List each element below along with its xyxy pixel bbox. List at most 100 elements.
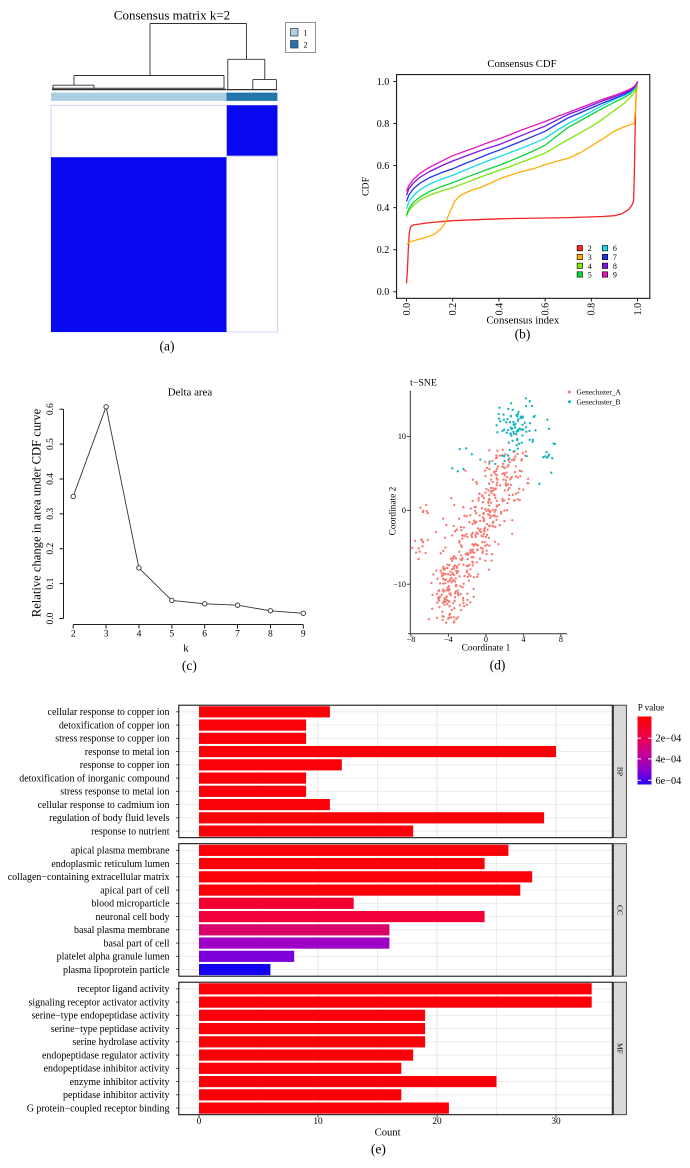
svg-text:MF: MF bbox=[615, 1043, 624, 1054]
svg-text:Genecluster_A: Genecluster_A bbox=[577, 388, 622, 397]
svg-text:platelet alpha granule lumen: platelet alpha granule lumen bbox=[57, 952, 170, 963]
svg-text:8: 8 bbox=[268, 629, 273, 639]
svg-text:cellular response to cadmium i: cellular response to cadmium ion bbox=[38, 800, 170, 811]
svg-text:7: 7 bbox=[613, 253, 617, 262]
svg-text:0: 0 bbox=[197, 1117, 202, 1127]
svg-text:2: 2 bbox=[304, 41, 308, 50]
svg-text:0.0: 0.0 bbox=[402, 303, 413, 316]
svg-text:4: 4 bbox=[521, 635, 525, 644]
svg-text:Genecluster_B: Genecluster_B bbox=[577, 397, 621, 406]
svg-text:apical plasma membrane: apical plasma membrane bbox=[71, 846, 170, 857]
svg-text:Coordinate 1: Coordinate 1 bbox=[462, 644, 511, 654]
svg-text:3: 3 bbox=[104, 629, 109, 639]
svg-text:1.0: 1.0 bbox=[377, 77, 390, 88]
svg-text:stress response to copper ion: stress response to copper ion bbox=[55, 734, 169, 745]
svg-text:Consensus CDF: Consensus CDF bbox=[487, 58, 556, 70]
svg-text:regulation of body fluid level: regulation of body fluid levels bbox=[49, 813, 169, 824]
svg-text:basal plasma membrane: basal plasma membrane bbox=[74, 925, 170, 936]
svg-text:t−SNE: t−SNE bbox=[410, 378, 437, 389]
svg-text:Consensus matrix k=2: Consensus matrix k=2 bbox=[114, 8, 230, 23]
svg-text:7: 7 bbox=[235, 629, 240, 639]
svg-text:G protein−coupled receptor bin: G protein−coupled receptor binding bbox=[27, 1103, 170, 1114]
svg-text:response to metal ion: response to metal ion bbox=[85, 747, 170, 758]
svg-text:4: 4 bbox=[588, 262, 592, 271]
svg-text:detoxification of inorganic co: detoxification of inorganic compound bbox=[19, 773, 169, 784]
svg-text:(d): (d) bbox=[490, 657, 506, 672]
svg-text:serine hydrolase activity: serine hydrolase activity bbox=[72, 1037, 169, 1048]
svg-text:1: 1 bbox=[304, 29, 308, 38]
svg-text:(e): (e) bbox=[371, 1142, 386, 1157]
svg-text:receptor ligand activity: receptor ligand activity bbox=[77, 984, 169, 995]
svg-text:6: 6 bbox=[202, 629, 207, 639]
svg-text:Relative change in area under: Relative change in area under CDF curve bbox=[30, 408, 44, 617]
svg-text:0.6: 0.6 bbox=[377, 161, 390, 172]
svg-text:3: 3 bbox=[588, 253, 592, 262]
svg-text:basal part of cell: basal part of cell bbox=[104, 938, 170, 949]
svg-text:Consensus index: Consensus index bbox=[486, 315, 559, 327]
svg-text:10: 10 bbox=[398, 432, 406, 441]
svg-text:0.0: 0.0 bbox=[46, 612, 56, 624]
svg-text:4e−04: 4e−04 bbox=[656, 754, 682, 765]
svg-text:signaling receptor activator a: signaling receptor activator activity bbox=[28, 997, 169, 1008]
svg-text:cellular response to copper io: cellular response to copper ion bbox=[48, 707, 170, 718]
svg-text:0.2: 0.2 bbox=[377, 245, 390, 256]
svg-text:(b): (b) bbox=[515, 327, 531, 342]
svg-text:−4: −4 bbox=[444, 635, 453, 644]
svg-text:serine−type peptidase activity: serine−type peptidase activity bbox=[51, 1024, 170, 1035]
svg-text:0.2: 0.2 bbox=[448, 303, 459, 316]
svg-text:peptidase inhibitor activity: peptidase inhibitor activity bbox=[63, 1090, 170, 1101]
svg-text:8: 8 bbox=[559, 635, 563, 644]
svg-text:k: k bbox=[183, 643, 189, 655]
svg-text:P value: P value bbox=[638, 702, 664, 712]
svg-text:−10: −10 bbox=[393, 580, 406, 589]
svg-text:6e−04: 6e−04 bbox=[656, 776, 682, 787]
svg-text:1.0: 1.0 bbox=[633, 303, 644, 316]
svg-text:stress response to metal ion: stress response to metal ion bbox=[60, 787, 169, 798]
svg-text:20: 20 bbox=[432, 1117, 442, 1127]
svg-text:apical part of cell: apical part of cell bbox=[100, 885, 169, 896]
svg-text:0.4: 0.4 bbox=[494, 303, 505, 316]
svg-text:2: 2 bbox=[71, 629, 76, 639]
svg-text:0.6: 0.6 bbox=[541, 303, 552, 316]
svg-text:BP: BP bbox=[615, 767, 624, 776]
svg-text:30: 30 bbox=[551, 1117, 561, 1127]
svg-text:8: 8 bbox=[613, 262, 617, 271]
svg-text:endopeptidase regulator activi: endopeptidase regulator activity bbox=[42, 1050, 170, 1061]
svg-text:0: 0 bbox=[402, 506, 406, 515]
svg-text:0.8: 0.8 bbox=[377, 119, 390, 130]
svg-text:Coordinate 2: Coordinate 2 bbox=[389, 486, 399, 535]
svg-text:9: 9 bbox=[613, 271, 617, 280]
svg-text:CC: CC bbox=[615, 905, 624, 915]
svg-text:response to nutrient: response to nutrient bbox=[91, 826, 170, 837]
svg-text:collagen−containing extracellu: collagen−containing extracellular matrix bbox=[8, 872, 170, 883]
svg-text:detoxification of copper ion: detoxification of copper ion bbox=[59, 720, 170, 731]
svg-text:10: 10 bbox=[313, 1117, 323, 1127]
svg-text:response to copper ion: response to copper ion bbox=[80, 760, 170, 771]
svg-text:9: 9 bbox=[301, 629, 306, 639]
svg-text:0.3: 0.3 bbox=[46, 508, 56, 520]
svg-text:5: 5 bbox=[588, 271, 592, 280]
svg-text:Delta area: Delta area bbox=[168, 387, 213, 399]
svg-text:endoplasmic reticulum lumen: endoplasmic reticulum lumen bbox=[51, 859, 169, 870]
svg-text:0.1: 0.1 bbox=[46, 577, 56, 589]
svg-text:0.0: 0.0 bbox=[377, 287, 390, 298]
svg-text:0.6: 0.6 bbox=[46, 403, 56, 415]
svg-text:0.4: 0.4 bbox=[377, 203, 390, 214]
svg-text:Count: Count bbox=[375, 1128, 401, 1139]
svg-text:−8: −8 bbox=[407, 635, 416, 644]
svg-text:enzyme inhibitor activity: enzyme inhibitor activity bbox=[70, 1077, 170, 1088]
svg-text:endopeptidase inhibitor activi: endopeptidase inhibitor activity bbox=[44, 1064, 170, 1075]
svg-text:0.8: 0.8 bbox=[587, 303, 598, 316]
svg-text:0.5: 0.5 bbox=[46, 438, 56, 450]
svg-text:0.2: 0.2 bbox=[46, 543, 56, 555]
svg-text:2e−04: 2e−04 bbox=[656, 734, 682, 745]
svg-text:(c): (c) bbox=[182, 658, 197, 673]
svg-text:6: 6 bbox=[613, 244, 617, 253]
svg-text:blood microparticle: blood microparticle bbox=[91, 899, 170, 910]
svg-text:5: 5 bbox=[169, 629, 174, 639]
svg-text:0: 0 bbox=[484, 635, 488, 644]
svg-text:plasma lipoprotein particle: plasma lipoprotein particle bbox=[63, 965, 170, 976]
svg-text:(a): (a) bbox=[160, 339, 175, 354]
svg-text:neuronal cell body: neuronal cell body bbox=[96, 912, 170, 923]
svg-text:0.4: 0.4 bbox=[46, 473, 56, 485]
